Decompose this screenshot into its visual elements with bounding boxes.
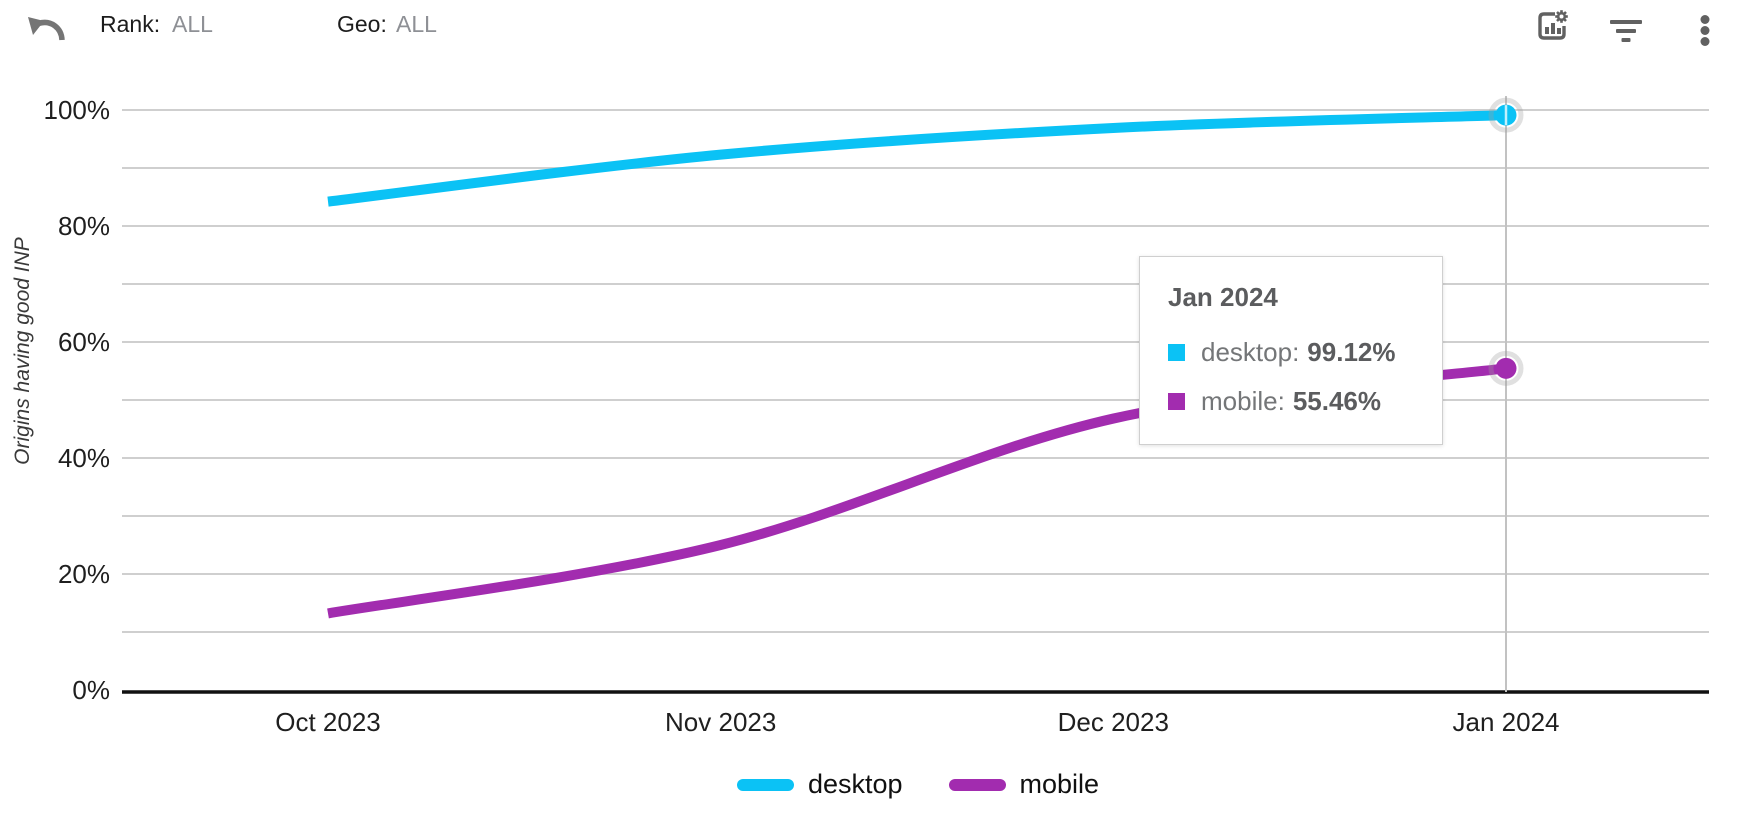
desktop-line[interactable] [327,110,1507,207]
undo-button[interactable] [22,10,68,48]
chart-tooltip: Jan 2024 desktop: 99.12% mobile: 55.46% [1139,256,1443,445]
geo-value[interactable]: ALL [396,11,437,37]
desktop-swatch-icon [1168,344,1185,361]
x-tick-label: Oct 2023 [275,707,381,737]
tooltip-label: mobile: [1201,386,1285,416]
y-tick-label: 0% [72,675,110,705]
chart-settings-icon [1538,10,1568,40]
mobile-swatch-icon [1168,393,1185,410]
legend-label: desktop [807,769,903,799]
mobile-point[interactable] [1495,357,1517,379]
y-tick-label: 80% [57,211,110,241]
legend-item-mobile[interactable]: mobile [948,769,1100,800]
mobile-point-halo [1488,350,1524,386]
tooltip-row-mobile: mobile: 55.46% [1168,386,1414,417]
rank-label: Rank: [100,11,161,37]
chart-settings-button[interactable] [1530,6,1574,50]
toolbar: Rank: ALL Geo: ALL [0,0,1752,58]
chart-legend: desktop mobile [42,769,1752,800]
tooltip-value: 55.46% [1292,386,1382,416]
legend-label: mobile [1019,769,1100,799]
desktop-point-halo [1488,97,1524,133]
x-tick-label: Jan 2024 [1452,707,1560,737]
y-tick-label: 100% [43,95,111,125]
desktop-line-swatch-icon [736,778,794,791]
filter-button[interactable] [1604,6,1648,50]
y-tick-label: 40% [57,443,110,473]
tooltip-label: desktop: [1201,337,1300,367]
rank-value[interactable]: ALL [172,11,213,37]
geo-label: Geo: [337,11,387,37]
tooltip-value: 99.12% [1307,337,1396,367]
tooltip-title: Jan 2024 [1168,282,1278,312]
x-tick-label: Nov 2023 [665,707,777,737]
overflow-menu-button[interactable] [1688,6,1722,50]
legend-item-desktop[interactable]: desktop [736,769,903,800]
y-tick-label: 20% [57,559,110,589]
undo-icon [28,17,65,41]
x-tick-label: Dec 2023 [1057,707,1169,737]
mobile-line-swatch-icon [948,778,1006,791]
y-tick-label: 60% [57,327,110,357]
tooltip-row-desktop: desktop: 99.12% [1168,337,1414,368]
